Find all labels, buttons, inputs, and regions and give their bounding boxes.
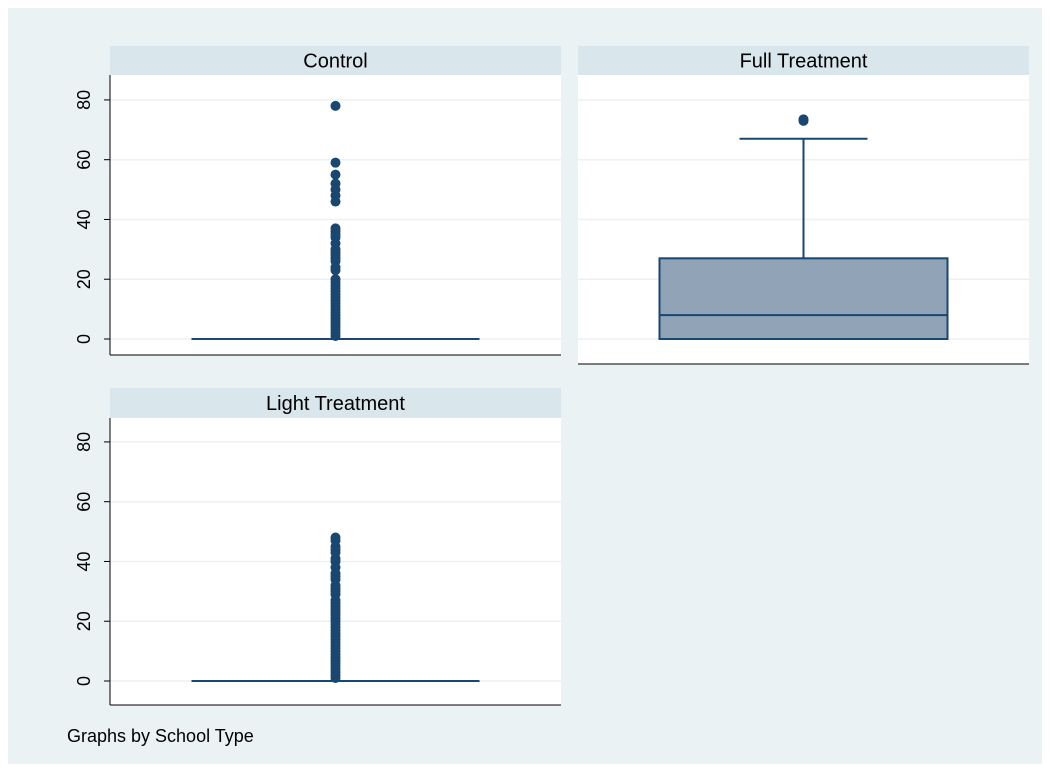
y-tick-label: 0 <box>74 334 94 344</box>
outlier-point <box>330 157 341 168</box>
y-tick-label: 40 <box>74 551 94 571</box>
outlier-point <box>798 114 809 125</box>
outlier-point <box>330 169 341 180</box>
y-tick-label: 60 <box>74 492 94 512</box>
panel-title: Full Treatment <box>740 51 868 73</box>
outlier-point <box>330 673 341 684</box>
panel-title-strip <box>110 388 561 418</box>
panel-title: Control <box>303 51 367 73</box>
outlier-point <box>330 100 341 111</box>
panel-control: Control 0 20 40 60 80 <box>74 46 561 356</box>
outlier-point <box>330 265 341 276</box>
y-tick-label: 20 <box>74 611 94 631</box>
graph-note: Graphs by School Type <box>67 726 254 746</box>
panel-full-treatment: Full Treatment <box>578 46 1029 365</box>
y-tick-label: 0 <box>74 676 94 686</box>
panel-title-strip <box>578 46 1029 75</box>
panel-title-strip <box>110 46 561 75</box>
y-tick-label: 80 <box>74 90 94 110</box>
iqr-box <box>658 257 949 340</box>
panel-title: Light Treatment <box>266 393 405 415</box>
panel-light-treatment: Light Treatment 0 20 40 60 80 <box>74 388 561 706</box>
outlier-point <box>330 331 341 342</box>
y-tick-label: 20 <box>74 269 94 289</box>
y-tick-label: 60 <box>74 150 94 170</box>
y-tick-label: 40 <box>74 209 94 229</box>
y-tick-label: 80 <box>74 432 94 452</box>
outlier-point <box>330 196 341 207</box>
